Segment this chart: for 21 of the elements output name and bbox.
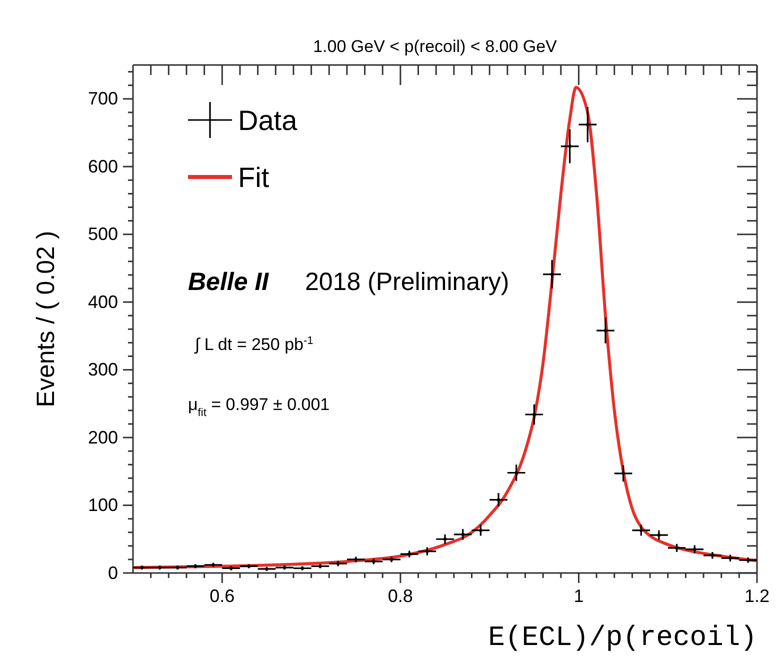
legend-label: Fit xyxy=(238,162,270,193)
y-tick-label: 300 xyxy=(88,360,118,380)
y-tick-label: 0 xyxy=(108,562,118,583)
y-tick-label: 500 xyxy=(88,224,118,244)
annotation: ∫ L dt = 250 pb$^{-1}$ xyxy=(194,335,314,354)
annotation: μ$_{fit}$ = 0.997 ± 0.001 xyxy=(188,395,330,419)
y-tick-label: 100 xyxy=(88,495,118,516)
x-tick-label: 0.8 xyxy=(388,586,413,606)
x-tick-label: 0.6 xyxy=(210,586,235,606)
y-tick-label: 700 xyxy=(88,88,118,109)
y-axis-title: Events / ( 0.02 ) xyxy=(32,230,60,408)
legend-label: Data xyxy=(238,105,298,136)
x-tick-label: 1 xyxy=(574,586,584,606)
annotation: 2018 (Preliminary) xyxy=(305,268,510,296)
x-tick-label: 1.2 xyxy=(744,586,770,606)
y-tick-label: 400 xyxy=(88,292,118,312)
annotation: Belle II xyxy=(188,268,270,296)
chart-title: 1.00 GeV < p(recoil) < 8.00 GeV xyxy=(313,37,558,56)
x-axis-title: E(ECL)/p(recoil) xyxy=(488,623,757,654)
y-tick-label: 200 xyxy=(88,427,118,448)
y-tick-label: 600 xyxy=(88,156,118,176)
